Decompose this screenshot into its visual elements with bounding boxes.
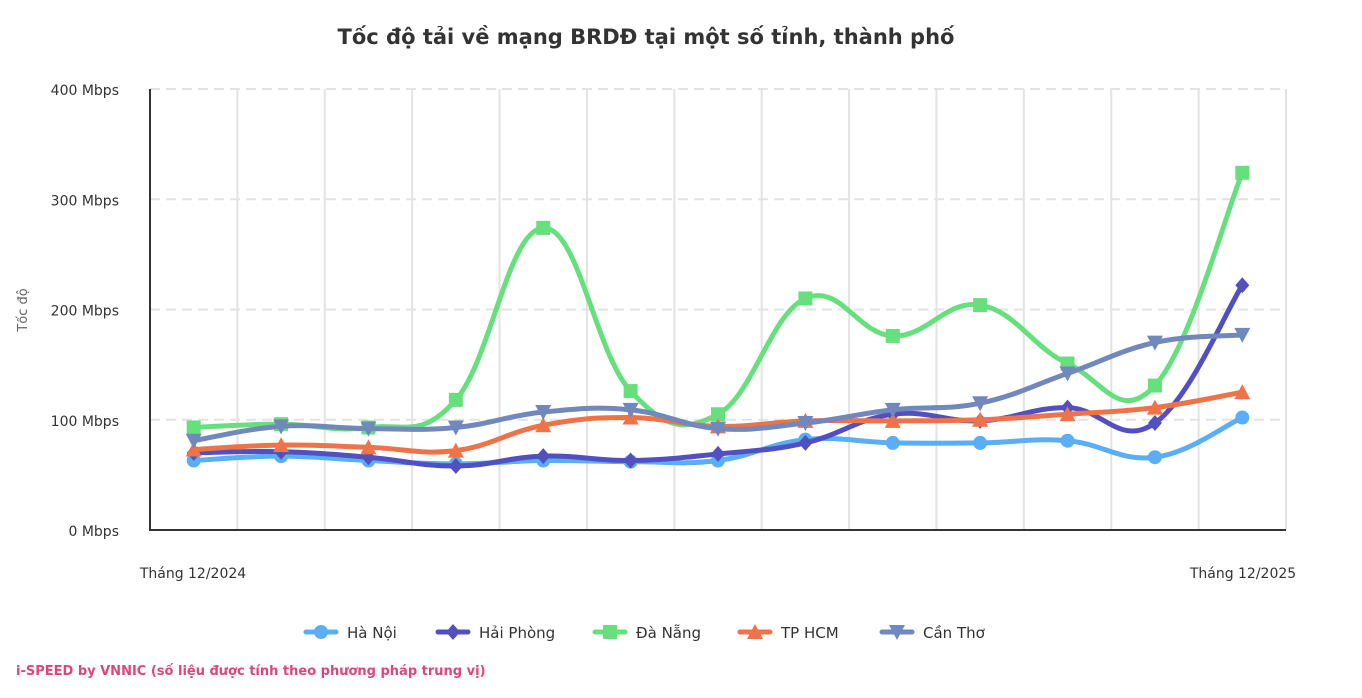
source-footer: i-SPEED by VNNIC (số liệu được tính theo…	[16, 664, 486, 679]
data-point	[798, 434, 813, 451]
data-point	[973, 298, 988, 313]
data-point	[536, 220, 551, 235]
legend-label: TP HCM	[780, 624, 839, 642]
data-point	[711, 407, 725, 422]
data-point	[797, 416, 814, 432]
series-Đà Nẵng	[186, 165, 1250, 435]
data-point	[186, 420, 201, 435]
x-tick-label-start: Tháng 12/2024	[139, 566, 246, 582]
data-point	[884, 402, 901, 418]
data-point	[711, 445, 725, 462]
data-point	[536, 448, 551, 465]
legend-label: Cần Thơ	[923, 624, 986, 642]
y-tick-label: 400 Mbps	[51, 83, 119, 99]
legend-item[interactable]: Hà Nội	[303, 624, 397, 642]
data-point	[1235, 165, 1250, 180]
data-point	[623, 384, 638, 399]
data-point	[623, 452, 638, 469]
legend-item[interactable]: Cần Thơ	[879, 624, 986, 642]
data-point	[1147, 415, 1162, 432]
legend-label: Đà Nẵng	[636, 624, 701, 642]
data-point	[447, 420, 464, 436]
data-point	[360, 439, 377, 455]
data-point	[622, 402, 639, 418]
legend-marker	[446, 624, 460, 640]
data-point	[1059, 406, 1076, 422]
data-point	[1147, 378, 1162, 393]
data-point	[1146, 399, 1163, 415]
series-Cần Thơ	[185, 327, 1251, 449]
data-point	[1147, 450, 1162, 465]
legend-marker	[603, 625, 617, 639]
legend-marker	[889, 625, 905, 640]
data-point	[1234, 384, 1251, 400]
data-point	[360, 421, 377, 437]
legend-marker	[314, 625, 328, 639]
legend-item[interactable]: TP HCM	[737, 624, 839, 642]
data-point	[273, 419, 290, 435]
data-point	[710, 421, 726, 437]
data-point	[185, 433, 202, 449]
series-line	[191, 170, 1245, 432]
legend-label: Hà Nội	[347, 624, 397, 642]
legend-item[interactable]: Hải Phòng	[435, 624, 555, 642]
data-point	[1235, 410, 1250, 425]
y-tick-label: 300 Mbps	[51, 193, 119, 209]
y-tick-label: 100 Mbps	[51, 414, 119, 430]
data-point	[884, 412, 901, 428]
data-point	[885, 328, 900, 343]
data-point	[798, 291, 813, 306]
data-point	[973, 435, 988, 450]
data-point	[972, 411, 989, 427]
y-tick-label: 200 Mbps	[51, 304, 119, 320]
y-axis-label: Tốc độ	[16, 288, 31, 332]
data-point	[535, 417, 552, 433]
data-point	[885, 435, 900, 450]
data-point	[1060, 433, 1075, 448]
x-tick-label-end: Tháng 12/2025	[1189, 566, 1296, 582]
data-point	[447, 442, 464, 458]
data-point	[1146, 335, 1163, 351]
legend-marker	[747, 624, 763, 639]
data-point	[185, 441, 202, 457]
data-point	[972, 396, 989, 412]
data-point	[448, 392, 463, 407]
data-point	[1059, 366, 1076, 382]
data-point	[448, 458, 463, 475]
data-point	[535, 405, 552, 421]
data-point	[273, 437, 290, 453]
data-point	[1234, 327, 1251, 343]
y-tick-label: 0 Mbps	[68, 524, 119, 540]
data-point	[1235, 277, 1250, 294]
chart-title: Tốc độ tải về mạng BRDĐ tại một số tỉnh,…	[338, 25, 955, 49]
legend-item[interactable]: Đà Nẵng	[592, 624, 701, 642]
legend-label: Hải Phòng	[479, 624, 555, 642]
